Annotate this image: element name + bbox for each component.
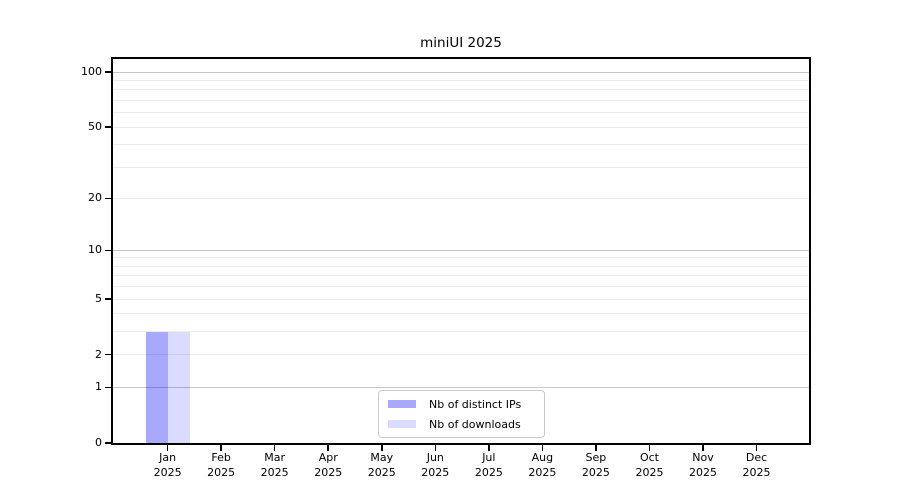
gridline-major — [113, 249, 809, 251]
x-axis-tick-label: Jul 2025 — [449, 450, 529, 480]
gridline-minor — [113, 112, 809, 114]
y-tick-mark — [105, 197, 111, 200]
x-tick-year: 2025 — [742, 466, 771, 479]
y-tick-mark — [105, 249, 111, 252]
x-axis-tick-label: Jan 2025 — [128, 450, 208, 480]
x-axis-tick-label: Aug 2025 — [502, 450, 582, 480]
gridline-minor — [113, 354, 809, 356]
x-tick-month: Apr — [318, 451, 338, 464]
x-tick-mark — [273, 445, 276, 451]
bar-distinct-ips — [145, 331, 168, 443]
bar-downloads — [167, 331, 190, 443]
x-tick-mark — [166, 445, 169, 451]
gridline-minor — [113, 80, 809, 82]
legend-swatch-distinct-ips — [388, 400, 416, 408]
x-axis-tick-label: Jun 2025 — [395, 450, 475, 480]
gridline-minor — [113, 298, 809, 300]
x-tick-mark — [541, 445, 544, 451]
x-tick-month: Oct — [639, 451, 659, 464]
x-tick-year: 2025 — [635, 466, 664, 479]
gridline-minor — [113, 89, 809, 91]
gridline-major — [113, 386, 809, 388]
x-tick-year: 2025 — [367, 466, 396, 479]
gridline-minor — [113, 265, 809, 267]
x-axis-tick-label: Feb 2025 — [181, 450, 261, 480]
y-axis-tick-label: 20 — [88, 191, 102, 205]
x-axis-tick-label: Mar 2025 — [235, 450, 315, 480]
legend-item: Nb of downloads — [388, 418, 535, 431]
x-axis-tick-label: Apr 2025 — [288, 450, 368, 480]
y-axis-tick-label: 50 — [88, 120, 102, 134]
y-axis-tick-label: 0 — [95, 436, 102, 449]
x-tick-year: 2025 — [260, 466, 289, 479]
legend-item: Nb of distinct IPs — [388, 398, 535, 411]
gridline-minor — [113, 331, 809, 333]
x-axis-tick-label: Sep 2025 — [556, 450, 636, 480]
y-tick-mark — [105, 298, 111, 300]
x-tick-mark — [595, 445, 597, 451]
x-tick-mark — [755, 445, 758, 451]
gridline-minor — [113, 275, 809, 277]
x-tick-mark — [381, 445, 383, 451]
x-axis-tick-label: May 2025 — [342, 450, 422, 480]
gridline-minor — [113, 257, 809, 259]
x-tick-month: Sep — [585, 451, 607, 464]
x-tick-mark — [220, 445, 222, 451]
x-tick-year: 2025 — [153, 466, 182, 479]
x-tick-mark — [434, 445, 437, 451]
legend-swatch-downloads — [388, 420, 416, 428]
x-tick-month: Aug — [531, 451, 554, 464]
gridline-minor — [113, 144, 809, 146]
legend-label: Nb of distinct IPs — [429, 397, 522, 411]
x-tick-month: Dec — [745, 451, 768, 464]
y-axis-tick-label: 100 — [81, 65, 102, 79]
x-tick-mark — [488, 445, 490, 451]
gridline-minor — [113, 99, 809, 101]
x-tick-month: Feb — [211, 451, 231, 464]
legend-label: Nb of downloads — [429, 417, 521, 431]
y-axis-tick-label: 2 — [95, 347, 102, 361]
x-tick-year: 2025 — [581, 466, 610, 479]
x-tick-mark — [702, 445, 704, 451]
y-tick-mark — [105, 353, 111, 356]
gridline-minor — [113, 286, 809, 288]
y-tick-mark — [105, 71, 111, 73]
legend: Nb of distinct IPs Nb of downloads — [378, 390, 545, 438]
chart-title: miniUI 2025 — [420, 35, 502, 51]
gridline-minor — [113, 166, 809, 168]
plot-area — [111, 57, 811, 445]
y-tick-mark — [105, 386, 111, 389]
gridline-minor — [113, 126, 809, 128]
x-tick-year: 2025 — [474, 466, 503, 479]
x-tick-year: 2025 — [421, 466, 450, 479]
x-tick-month: May — [370, 451, 394, 464]
x-tick-month: Jun — [426, 451, 444, 464]
y-axis-tick-label: 5 — [95, 292, 102, 306]
y-tick-mark — [105, 442, 111, 444]
gridline-minor — [113, 197, 809, 199]
gridline-major — [113, 71, 809, 73]
y-tick-mark — [105, 126, 111, 128]
x-tick-year: 2025 — [528, 466, 557, 479]
gridline-minor — [113, 313, 809, 315]
x-tick-month: Jan — [159, 451, 177, 464]
x-tick-year: 2025 — [207, 466, 236, 479]
x-axis-tick-label: Nov 2025 — [663, 450, 743, 480]
x-tick-year: 2025 — [688, 466, 717, 479]
x-tick-year: 2025 — [314, 466, 343, 479]
x-tick-month: Jul — [482, 451, 496, 464]
x-tick-mark — [327, 445, 329, 451]
x-axis-tick-label: Oct 2025 — [609, 450, 689, 480]
x-tick-month: Nov — [692, 451, 714, 464]
x-axis-tick-label: Dec 2025 — [717, 450, 797, 480]
y-axis-tick-label: 10 — [88, 243, 102, 257]
x-tick-mark — [648, 445, 651, 451]
y-axis-tick-label: 1 — [95, 380, 102, 394]
x-tick-month: Mar — [264, 451, 286, 464]
